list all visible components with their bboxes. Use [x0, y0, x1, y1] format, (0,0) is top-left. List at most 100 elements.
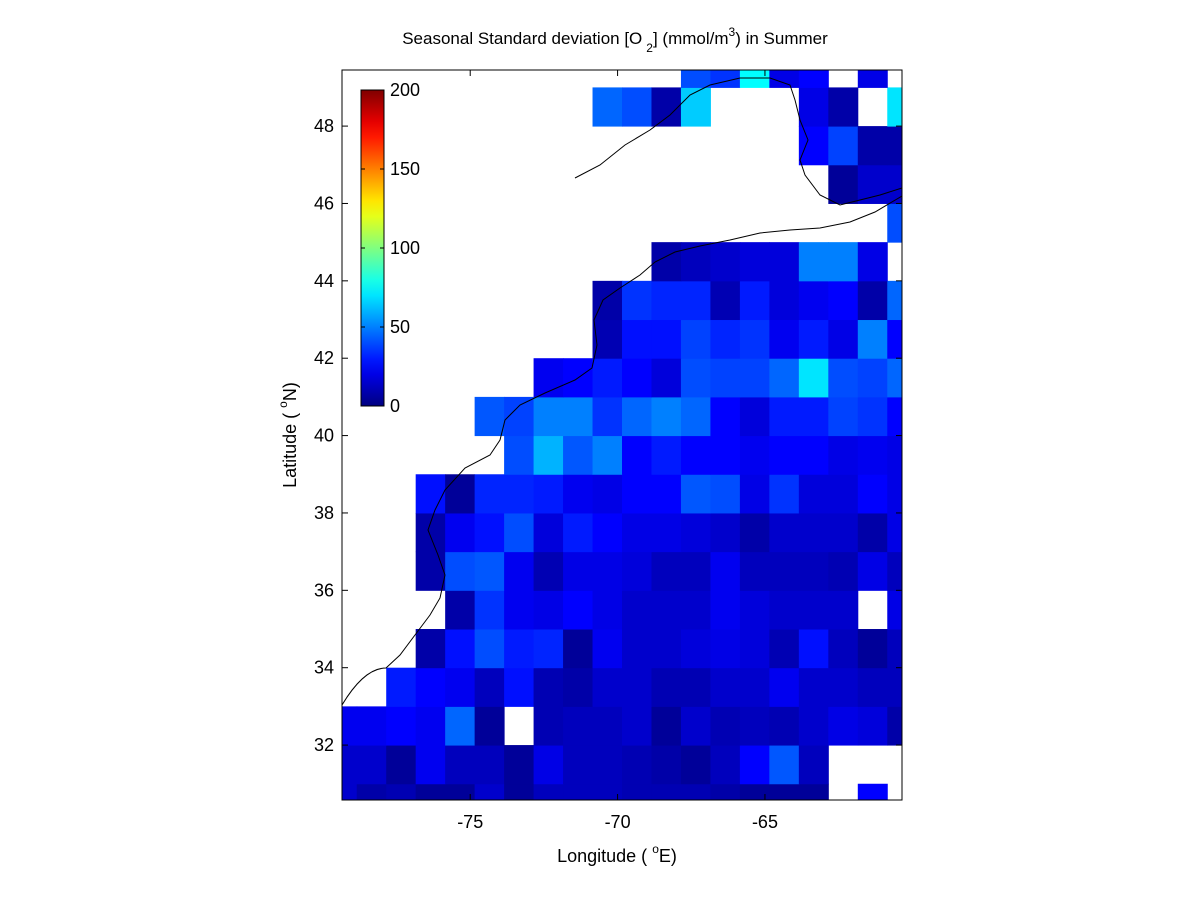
heat-cell [769, 242, 800, 282]
heat-cell [651, 745, 682, 785]
heat-cell [415, 512, 446, 553]
heat-cell [651, 435, 682, 475]
y-tick-label: 42 [314, 348, 334, 368]
heat-cell [592, 706, 623, 746]
heat-cell [798, 70, 829, 88]
heat-cell [592, 745, 623, 785]
heat-cell [887, 203, 902, 243]
heat-cell [533, 783, 564, 800]
heat-cell [342, 745, 358, 785]
heat-cell [710, 590, 741, 630]
y-tick-label: 34 [314, 658, 334, 678]
heat-cell [739, 435, 770, 475]
heat-cell [680, 474, 711, 514]
heat-cell [798, 629, 829, 669]
heat-cell [769, 551, 800, 591]
heat-cell [445, 745, 476, 785]
heat-cell [680, 783, 711, 800]
title-text: Seasonal Standard deviation [O [402, 29, 642, 48]
heat-cell [798, 280, 829, 321]
heat-cell [680, 435, 711, 475]
heat-cell [798, 242, 829, 282]
heat-cell [445, 551, 476, 591]
heat-cell [710, 474, 741, 514]
heat-cell [857, 783, 888, 800]
heat-cell [798, 706, 829, 746]
heat-cell [828, 280, 859, 321]
heat-cell [857, 551, 888, 591]
heat-cell [592, 629, 623, 669]
heat-cell [887, 435, 902, 475]
heat-cell [828, 590, 859, 630]
heat-cell [592, 435, 623, 475]
x-label-superscript: o [652, 842, 659, 856]
heat-cell [651, 667, 682, 707]
heat-cell [504, 745, 535, 785]
heat-cell [798, 396, 829, 437]
heat-cell [739, 783, 770, 800]
heat-cell [445, 667, 476, 707]
axes-box [341, 69, 903, 801]
heat-cell [828, 551, 859, 591]
heat-cell [798, 667, 829, 707]
heat-cell [592, 87, 623, 127]
heat-cell [386, 783, 417, 800]
heat-cell [504, 435, 535, 475]
heat-cell [474, 474, 505, 514]
heat-cell [415, 629, 446, 669]
y-tick-label: 38 [314, 503, 334, 523]
heat-cell [651, 396, 682, 437]
heat-cell [504, 474, 535, 514]
heat-cell [622, 590, 652, 630]
heat-cell [798, 745, 829, 785]
y-label-superscript: o [276, 401, 290, 408]
heat-cell [857, 706, 888, 746]
heat-cell [651, 706, 682, 746]
heat-cell [474, 512, 505, 553]
heat-cell [592, 667, 623, 707]
heat-cell [798, 474, 829, 514]
heat-cell [563, 629, 594, 669]
heat-cell [857, 70, 888, 88]
heat-cell [857, 667, 888, 707]
heat-cell [592, 783, 623, 800]
heat-cell [563, 435, 594, 475]
heatmap [342, 70, 902, 800]
heat-cell [710, 396, 741, 437]
heat-cell [739, 280, 770, 321]
heat-cell [857, 280, 888, 321]
heat-cell [445, 474, 476, 514]
heat-cell [533, 745, 564, 785]
title-subscript: 2 [646, 41, 653, 55]
heat-cell [680, 280, 711, 321]
heat-cell [828, 358, 859, 398]
heat-cell [739, 706, 770, 746]
heat-cell [887, 280, 902, 321]
heat-cell [592, 474, 623, 514]
heat-cell [887, 126, 902, 166]
heat-cell [445, 629, 476, 669]
heat-cell [415, 551, 446, 591]
heat-cell [710, 783, 741, 800]
heat-cell [651, 551, 682, 591]
heat-cell [710, 629, 741, 669]
heat-cell [798, 358, 829, 398]
heat-cell [592, 358, 623, 398]
heat-cell [887, 706, 902, 746]
heat-cell [680, 358, 711, 398]
heat-cell [622, 435, 652, 475]
heat-cell [769, 706, 800, 746]
heat-cell [739, 629, 770, 669]
heat-cell [342, 783, 358, 800]
heat-cell [798, 590, 829, 630]
heat-cell [828, 396, 859, 437]
heat-cell [680, 590, 711, 630]
coastline [342, 77, 902, 706]
heat-cell [769, 474, 800, 514]
heat-cell [769, 590, 800, 630]
heat-cell [828, 512, 859, 553]
heat-cell [356, 706, 387, 746]
title-text: ] (mmol/m [653, 29, 729, 48]
heat-cell [445, 783, 476, 800]
